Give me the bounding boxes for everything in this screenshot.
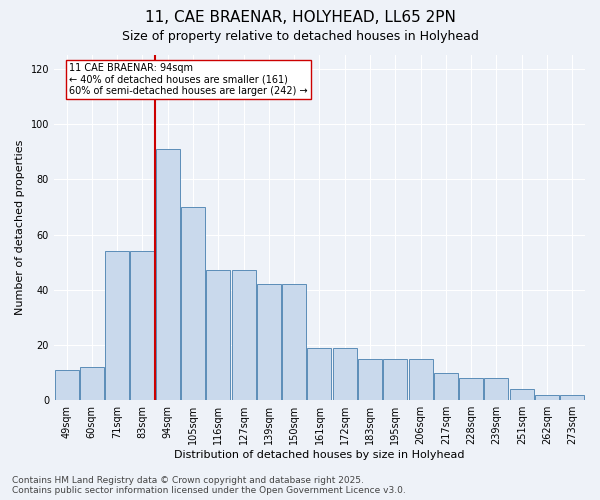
Bar (232, 270, 256, 400)
X-axis label: Distribution of detached houses by size in Holyhead: Distribution of detached houses by size … (174, 450, 465, 460)
Text: Contains HM Land Registry data © Crown copyright and database right 2025.
Contai: Contains HM Land Registry data © Crown c… (12, 476, 406, 495)
Bar (459, 378, 483, 400)
Bar (560, 394, 584, 400)
Bar (358, 359, 382, 400)
Bar (257, 284, 281, 400)
Bar (535, 394, 559, 400)
Text: 11, CAE BRAENAR, HOLYHEAD, LL65 2PN: 11, CAE BRAENAR, HOLYHEAD, LL65 2PN (145, 10, 455, 25)
Bar (282, 284, 306, 400)
Bar (333, 348, 357, 400)
Bar (484, 378, 508, 400)
Y-axis label: Number of detached properties: Number of detached properties (15, 140, 25, 316)
Bar (181, 207, 205, 400)
Bar (409, 359, 433, 400)
Bar (130, 251, 154, 400)
Bar (156, 149, 180, 400)
Bar (206, 270, 230, 400)
Bar (55, 370, 79, 400)
Text: Size of property relative to detached houses in Holyhead: Size of property relative to detached ho… (122, 30, 478, 43)
Bar (105, 251, 129, 400)
Bar (434, 372, 458, 400)
Bar (307, 348, 331, 400)
Bar (80, 367, 104, 400)
Text: 11 CAE BRAENAR: 94sqm
← 40% of detached houses are smaller (161)
60% of semi-det: 11 CAE BRAENAR: 94sqm ← 40% of detached … (69, 64, 308, 96)
Bar (383, 359, 407, 400)
Bar (510, 389, 534, 400)
